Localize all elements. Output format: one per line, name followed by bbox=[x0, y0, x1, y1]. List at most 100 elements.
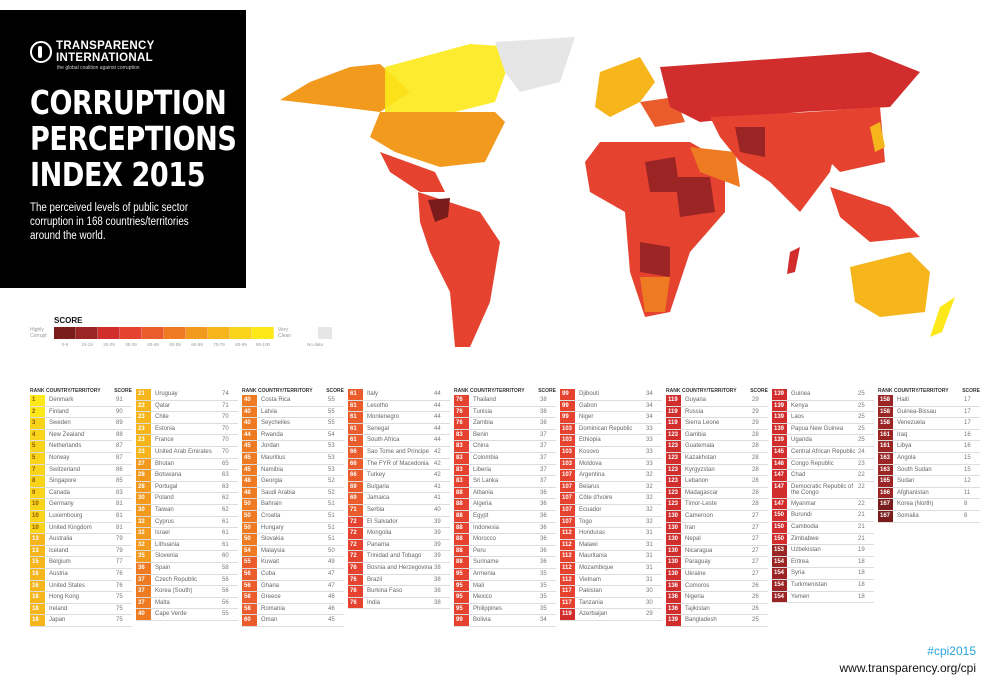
rank-badge: 83 bbox=[454, 464, 469, 476]
legend-no-data-swatch bbox=[318, 327, 332, 339]
rank-badge: 18 bbox=[30, 592, 45, 603]
country-name: Saudi Arabia bbox=[261, 489, 296, 496]
country-name: Trinidad and Tobago bbox=[367, 553, 422, 560]
table-row: 61 Senegal 44 bbox=[348, 423, 450, 436]
country-score: 26 bbox=[752, 594, 759, 601]
rank-badge: 54 bbox=[242, 545, 257, 557]
country-name: Nigeria bbox=[685, 594, 705, 601]
country-score: 33 bbox=[646, 448, 653, 455]
rank-badge: 55 bbox=[242, 557, 257, 568]
country-name: Ghana bbox=[261, 582, 280, 589]
country-score: 42 bbox=[434, 460, 441, 467]
rank-badge: 117 bbox=[560, 597, 575, 609]
country-score: 39 bbox=[434, 553, 441, 560]
country-score: 70 bbox=[222, 425, 229, 432]
rank-badge: 88 bbox=[454, 557, 469, 568]
rank-badge: 146 bbox=[772, 458, 787, 470]
table-row: 103 Dominican Republic 33 bbox=[560, 423, 662, 436]
rank-badge: 48 bbox=[242, 487, 257, 499]
country-name: Sao Tome and Principe bbox=[367, 448, 429, 455]
world-choropleth-map bbox=[280, 37, 955, 347]
country-score: 36 bbox=[540, 501, 547, 508]
rank-badge: 22 bbox=[136, 400, 151, 412]
table-row: 5 Netherlands 87 bbox=[30, 441, 132, 453]
website-link[interactable]: www.transparency.org/cpi bbox=[839, 661, 977, 675]
country-score: 24 bbox=[858, 448, 865, 455]
table-row: 83 Liberia 37 bbox=[454, 464, 556, 477]
table-row: 112 Mozambique 31 bbox=[560, 562, 662, 575]
country-name: Spain bbox=[155, 564, 171, 571]
country-score: 56 bbox=[222, 599, 229, 606]
country-score: 62 bbox=[222, 495, 229, 502]
country-name: Benin bbox=[473, 431, 489, 438]
country-score: 17 bbox=[964, 397, 971, 403]
country-score: 71 bbox=[222, 402, 229, 409]
country-name: Chad bbox=[791, 472, 806, 479]
country-name: Belgium bbox=[49, 559, 71, 566]
country-score: 25 bbox=[858, 437, 865, 444]
country-name: Burundi bbox=[791, 512, 812, 519]
country-score: 35 bbox=[540, 582, 547, 589]
rank-badge: 166 bbox=[878, 487, 893, 499]
table-row: 95 Mali 35 bbox=[454, 580, 556, 593]
rank-badge: 99 bbox=[454, 615, 469, 626]
country-score: 83 bbox=[116, 489, 123, 496]
country-name: Sudan bbox=[897, 478, 915, 485]
country-score: 35 bbox=[540, 570, 547, 577]
country-score: 39 bbox=[434, 518, 441, 525]
table-column: RANKCOUNTRY/TERRITORYSCORE21Uruguay7422Q… bbox=[136, 380, 238, 621]
country-score: 36 bbox=[540, 489, 547, 496]
country-name: Mali bbox=[473, 582, 485, 589]
rank-badge: 56 bbox=[242, 580, 257, 592]
country-name: Latvia bbox=[261, 408, 278, 415]
country-score: 51 bbox=[328, 512, 335, 519]
country-name: Mexico bbox=[473, 594, 493, 601]
country-name: Chile bbox=[155, 414, 169, 421]
table-row: 50 Bahrain 51 bbox=[242, 499, 344, 511]
legend-swatch bbox=[120, 327, 142, 339]
country-score: 70 bbox=[222, 414, 229, 421]
rank-badge: 99 bbox=[560, 389, 575, 400]
rank-badge: 147 bbox=[772, 481, 787, 498]
country-score: 63 bbox=[222, 472, 229, 479]
rank-badge: 50 bbox=[242, 510, 257, 522]
table-row: 76 Tunisia 38 bbox=[454, 406, 556, 419]
table-row: 83 Sri Lanka 37 bbox=[454, 476, 556, 488]
country-score: 15 bbox=[964, 466, 971, 473]
rank-badge: 72 bbox=[348, 516, 363, 528]
country-name: Cyprus bbox=[155, 518, 175, 525]
legend-low-label: Highly Corrupt bbox=[30, 327, 47, 339]
country-score: 25 bbox=[858, 414, 865, 421]
country-name: China bbox=[473, 443, 489, 450]
table-row: 76 India 38 bbox=[348, 597, 450, 610]
table-row: 58 Romania 46 bbox=[242, 603, 344, 616]
rank-badge: 36 bbox=[136, 562, 151, 574]
country-score: 70 bbox=[222, 437, 229, 444]
country-score: 27 bbox=[752, 512, 759, 519]
country-score: 33 bbox=[646, 437, 653, 444]
rank-badge: 95 bbox=[454, 603, 469, 615]
country-score: 28 bbox=[752, 443, 759, 450]
country-score: 81 bbox=[116, 512, 123, 519]
table-row: 112 Mauritania 31 bbox=[560, 551, 662, 563]
rank-badge: 130 bbox=[666, 534, 681, 545]
country-score: 32 bbox=[646, 483, 653, 490]
table-row: 161 Libya 16 bbox=[878, 441, 980, 453]
table-row: 130 Ukraine 27 bbox=[666, 568, 768, 581]
country-name: Ethiopia bbox=[579, 437, 601, 444]
country-name: Rwanda bbox=[261, 431, 284, 438]
table-row: 76 Brazil 38 bbox=[348, 574, 450, 587]
rank-badge: 107 bbox=[560, 504, 575, 516]
table-row: 154 Syria 18 bbox=[772, 568, 874, 580]
rank-badge: 58 bbox=[242, 592, 257, 603]
legend-tick: 40-49 bbox=[147, 342, 159, 347]
table-row: 40 Costa Rica 55 bbox=[242, 395, 344, 407]
country-name: Democratic Republic of the Congo bbox=[791, 483, 854, 497]
country-score: 56 bbox=[222, 576, 229, 583]
rank-badge: 8 bbox=[30, 476, 45, 487]
country-score: 58 bbox=[222, 564, 229, 571]
country-score: 29 bbox=[752, 397, 759, 403]
country-score: 90 bbox=[116, 408, 123, 415]
page-subtitle: The perceived levels of public sector co… bbox=[30, 202, 189, 242]
rank-badge: 163 bbox=[878, 464, 893, 476]
